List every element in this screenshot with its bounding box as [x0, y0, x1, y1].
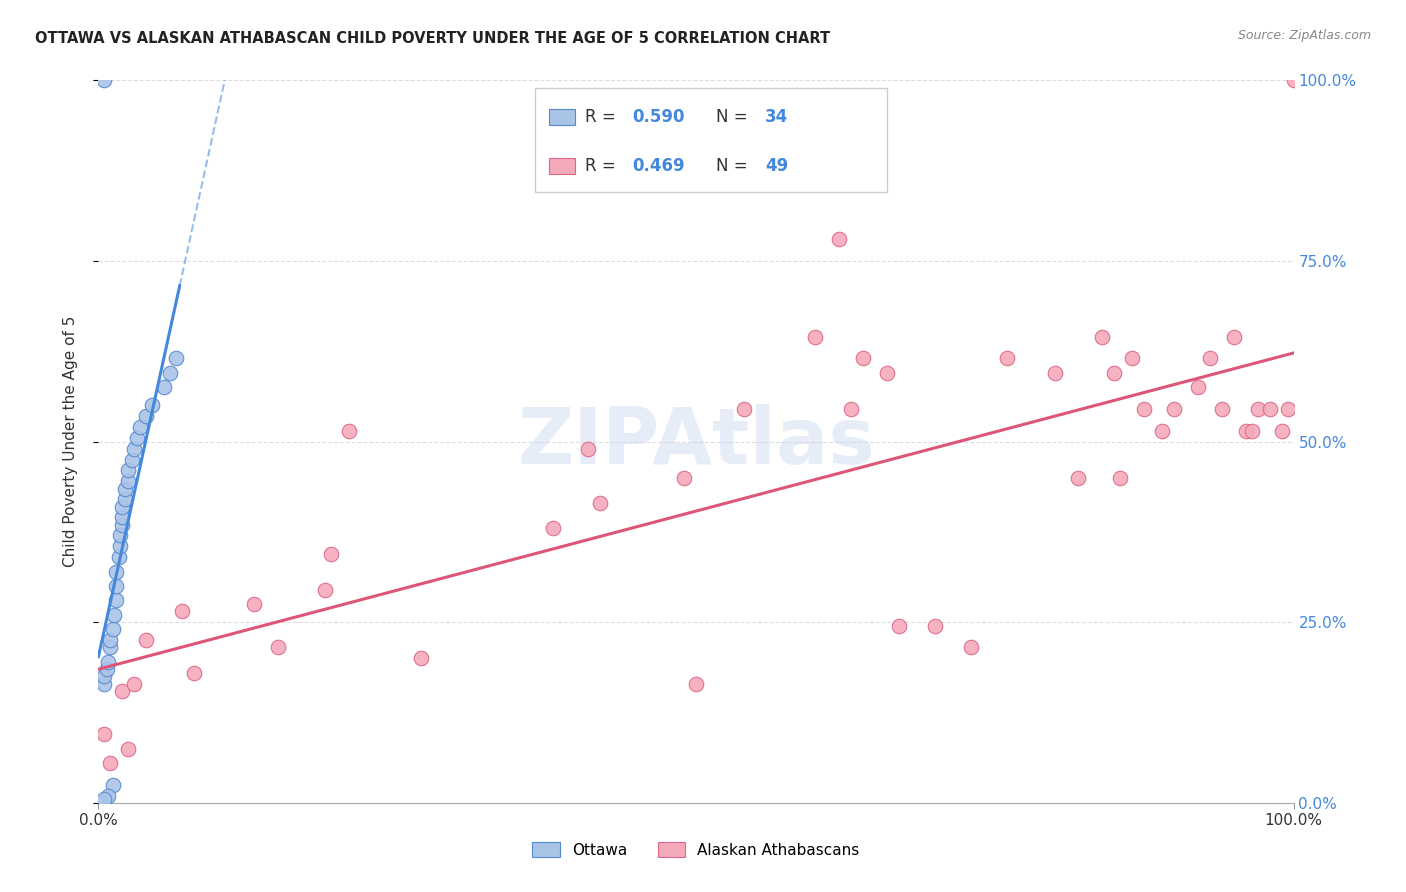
- Point: [243, 597, 266, 611]
- Point: [135, 633, 157, 648]
- Point: [172, 604, 194, 618]
- Text: 49: 49: [765, 157, 789, 175]
- Point: [1282, 73, 1305, 87]
- Point: [876, 366, 898, 380]
- Point: [804, 330, 827, 344]
- Text: R =: R =: [585, 108, 621, 126]
- Point: [105, 579, 128, 593]
- Text: R =: R =: [585, 157, 621, 175]
- Point: [1187, 380, 1209, 394]
- Point: [1258, 402, 1281, 417]
- Point: [541, 521, 564, 535]
- Point: [960, 640, 983, 655]
- Point: [107, 550, 129, 565]
- Point: [101, 778, 124, 792]
- Text: N =: N =: [716, 108, 754, 126]
- Point: [1277, 402, 1299, 417]
- Point: [1247, 402, 1270, 417]
- Point: [1271, 424, 1294, 438]
- Point: [339, 424, 361, 438]
- Text: OTTAWA VS ALASKAN ATHABASCAN CHILD POVERTY UNDER THE AGE OF 5 CORRELATION CHART: OTTAWA VS ALASKAN ATHABASCAN CHILD POVER…: [35, 31, 831, 46]
- Point: [121, 452, 143, 467]
- Point: [101, 623, 124, 637]
- Point: [841, 402, 863, 417]
- Point: [889, 619, 911, 633]
- Point: [141, 398, 163, 412]
- Point: [105, 593, 128, 607]
- Point: [589, 496, 612, 510]
- Point: [124, 442, 146, 456]
- Point: [93, 676, 115, 690]
- Point: [995, 351, 1018, 366]
- Point: [1223, 330, 1246, 344]
- Point: [129, 420, 152, 434]
- Point: [1133, 402, 1156, 417]
- Point: [183, 665, 205, 680]
- Point: [673, 470, 696, 484]
- Point: [111, 510, 134, 524]
- Text: Source: ZipAtlas.com: Source: ZipAtlas.com: [1237, 29, 1371, 42]
- Point: [321, 547, 343, 561]
- Point: [111, 517, 134, 532]
- Y-axis label: Child Poverty Under the Age of 5: Child Poverty Under the Age of 5: [63, 316, 77, 567]
- Point: [828, 232, 851, 246]
- Point: [315, 582, 337, 597]
- Point: [96, 662, 118, 676]
- Point: [98, 756, 122, 770]
- Point: [93, 669, 115, 683]
- Point: [1199, 351, 1222, 366]
- Point: [114, 492, 136, 507]
- Point: [124, 676, 146, 690]
- Point: [93, 73, 115, 87]
- Point: [93, 792, 115, 806]
- Point: [411, 651, 433, 665]
- Point: [1163, 402, 1185, 417]
- Point: [97, 655, 120, 669]
- Point: [97, 789, 120, 803]
- Point: [93, 727, 115, 741]
- Point: [117, 741, 139, 756]
- Point: [108, 539, 131, 553]
- Point: [117, 463, 139, 477]
- Text: 0.469: 0.469: [633, 157, 685, 175]
- Legend: Ottawa, Alaskan Athabascans: Ottawa, Alaskan Athabascans: [526, 836, 866, 863]
- Point: [111, 683, 134, 698]
- Point: [1234, 424, 1257, 438]
- Point: [1152, 424, 1174, 438]
- Point: [1240, 424, 1263, 438]
- Point: [153, 380, 176, 394]
- Point: [108, 528, 131, 542]
- Point: [1104, 366, 1126, 380]
- Point: [852, 351, 875, 366]
- Point: [685, 676, 707, 690]
- Point: [267, 640, 290, 655]
- Point: [105, 565, 128, 579]
- Point: [733, 402, 755, 417]
- Point: [135, 409, 157, 424]
- Text: ZIPAtlas: ZIPAtlas: [517, 403, 875, 480]
- Point: [578, 442, 600, 456]
- Point: [159, 366, 181, 380]
- Text: N =: N =: [716, 157, 754, 175]
- Point: [103, 607, 125, 622]
- FancyBboxPatch shape: [534, 87, 887, 193]
- FancyBboxPatch shape: [548, 109, 575, 125]
- Point: [114, 482, 136, 496]
- Point: [111, 500, 134, 514]
- Point: [1091, 330, 1114, 344]
- Point: [1067, 470, 1090, 484]
- Point: [125, 431, 148, 445]
- Point: [1043, 366, 1066, 380]
- Point: [165, 351, 187, 366]
- Text: 0.590: 0.590: [633, 108, 685, 126]
- Point: [117, 475, 139, 489]
- Point: [1121, 351, 1143, 366]
- Text: 34: 34: [765, 108, 789, 126]
- FancyBboxPatch shape: [548, 158, 575, 174]
- Point: [1109, 470, 1132, 484]
- Point: [98, 640, 122, 655]
- Point: [924, 619, 946, 633]
- Point: [1211, 402, 1233, 417]
- Point: [98, 633, 122, 648]
